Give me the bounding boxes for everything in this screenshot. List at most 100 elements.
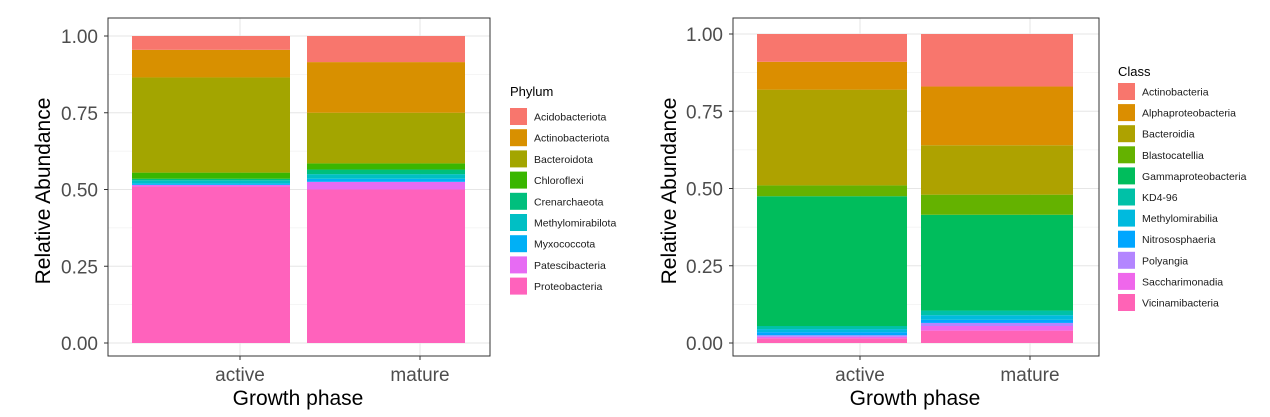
x-axis-title: Growth phase: [233, 387, 364, 410]
legend-swatch: [510, 235, 527, 253]
bar-segment-mature-crenarchaeota: [307, 169, 465, 175]
bar-segment-active-kd4-96: [757, 326, 907, 330]
legend-swatch: [1118, 230, 1135, 248]
legend-swatch: [1118, 251, 1135, 269]
bar-segment-mature-methylomirabilota: [307, 174, 465, 179]
y-axis-title: Relative Abundance: [658, 98, 681, 285]
legend-label: Gammaproteobacteria: [1142, 171, 1247, 183]
legend-swatch: [1118, 167, 1135, 185]
y-tick-label: 0.00: [686, 334, 723, 355]
y-tick-label: 1.00: [686, 25, 723, 46]
y-tick-label: 0.75: [61, 104, 98, 125]
legend-label: Actinobacteriota: [534, 133, 609, 145]
legend-label: Methylomirabilia: [1142, 213, 1218, 225]
bar-segment-mature-bacteroidota: [307, 112, 465, 164]
x-axis-title: Growth phase: [850, 387, 981, 410]
y-tick-label: 0.25: [61, 257, 98, 278]
chart-1: 0.00 0.25 0.50 0.75 1.00 active mature Growth p…: [32, 17, 616, 410]
y-tick-label: 0.00: [61, 334, 98, 355]
bar-segment-mature-chloroflexi: [307, 163, 465, 170]
bar-segment-mature-polyangia: [921, 322, 1073, 327]
y-tick-label: 0.25: [686, 257, 723, 278]
legend-label: KD4-96: [1142, 192, 1178, 204]
bar-segment-active-nitrososphaeria: [757, 332, 907, 336]
bar-segment-active-bacteroidota: [132, 77, 290, 173]
x-tick-label: active: [835, 365, 885, 386]
legend-swatch: [510, 214, 527, 231]
legend-swatch: [1118, 272, 1135, 290]
x-tick-label: active: [215, 365, 265, 386]
bar-segment-mature-actinobacteriota: [307, 62, 465, 113]
legend-label: Chloroflexi: [534, 175, 584, 187]
bar-segment-active-methylomirabilota: [132, 180, 290, 184]
x-tick-label: mature: [1000, 365, 1059, 386]
plot-border: [732, 17, 1100, 357]
legend-swatch: [510, 256, 527, 274]
bar-segment-mature-blastocatellia: [921, 194, 1073, 215]
legend-label: Bacteroidia: [1142, 129, 1195, 141]
legend-swatch: [1118, 188, 1135, 206]
bar-segment-mature-myxococcota: [307, 178, 465, 182]
legend-label: Bacteroidota: [534, 154, 593, 166]
bar-segment-active-crenarchaeota: [132, 178, 290, 181]
bar-segment-active-blastocatellia: [757, 185, 907, 197]
legend-swatch: [1118, 209, 1135, 227]
legend-label: Vicinamibacteria: [1142, 298, 1219, 310]
legend-label: Polyangia: [1142, 255, 1188, 267]
plot-border: [107, 17, 491, 357]
legend-title: Phylum: [510, 84, 553, 99]
bar-segment-mature-saccharimonadia: [921, 326, 1073, 331]
bar-segment-mature-kd4-96: [921, 310, 1073, 316]
legend-label: Saccharimonadia: [1142, 276, 1223, 288]
legend-title: Class: [1118, 64, 1151, 79]
bar-segment-active-polyangia: [757, 335, 907, 337]
bar-segment-active-vicinamibacteria: [757, 338, 907, 343]
bar-segment-active-chloroflexi: [132, 172, 290, 179]
bar-segment-active-patescibacteria: [132, 184, 290, 187]
legend-label: Actinobacteria: [1142, 87, 1209, 99]
y-tick-label: 0.50: [686, 180, 723, 201]
legend-swatch: [510, 192, 527, 210]
bar-segment-active-actinobacteria: [757, 34, 907, 62]
legend-label: Crenarchaeota: [534, 196, 604, 208]
legend-label: Alphaproteobacteria: [1142, 108, 1236, 120]
legend-swatch: [1118, 83, 1135, 100]
legend-swatch: [1118, 104, 1135, 122]
bar-segment-mature-alphaproteobacteria: [921, 86, 1073, 146]
legend-label: Acidobacteriota: [534, 112, 607, 124]
legend-swatch: [1118, 125, 1135, 143]
legend-swatch: [510, 129, 527, 147]
bar-segment-mature-vicinamibacteria: [921, 330, 1073, 343]
legend-label: Methylomirabilota: [534, 218, 616, 230]
bar-segment-active-acidobacteriota: [132, 36, 290, 50]
bar-segment-mature-nitrososphaeria: [921, 319, 1073, 323]
legend-swatch: [510, 277, 527, 295]
legend-label: Proteobacteria: [534, 281, 602, 293]
bar-segment-active-saccharimonadia: [757, 336, 907, 339]
legend-label: Nitrososphaeria: [1142, 234, 1216, 246]
bar-segment-active-proteobacteria: [132, 186, 290, 343]
bar-segment-mature-bacteroidia: [921, 145, 1073, 195]
y-tick-label: 0.75: [686, 102, 723, 123]
legend-swatch: [1118, 146, 1135, 164]
legend: Phylum Acidobacteriota Actinobacteriota Bac…: [510, 84, 616, 295]
legend-swatch: [510, 108, 527, 125]
y-tick-label: 0.50: [61, 181, 98, 202]
legend-swatch: [1118, 294, 1135, 311]
x-tick-label: mature: [390, 365, 449, 386]
legend-label: Blastocatellia: [1142, 150, 1204, 162]
y-axis-title: Relative Abundance: [32, 98, 55, 285]
legend: Class Actinobacteria Alphaproteobacteria Ba…: [1118, 64, 1247, 311]
bar-segment-active-bacteroidia: [757, 89, 907, 186]
legend-label: Myxococcota: [534, 239, 595, 251]
bar-segment-mature-gammaproteobacteria: [921, 214, 1073, 311]
bar-segment-mature-acidobacteriota: [307, 36, 465, 63]
legend-swatch: [510, 171, 527, 189]
legend-swatch: [510, 150, 527, 168]
bar-segment-active-alphaproteobacteria: [757, 61, 907, 90]
legend-label: Patescibacteria: [534, 260, 606, 272]
y-tick-label: 1.00: [61, 27, 98, 48]
bar-segment-mature-actinobacteria: [921, 34, 1073, 87]
bar-segment-mature-methylomirabilia: [921, 315, 1073, 320]
